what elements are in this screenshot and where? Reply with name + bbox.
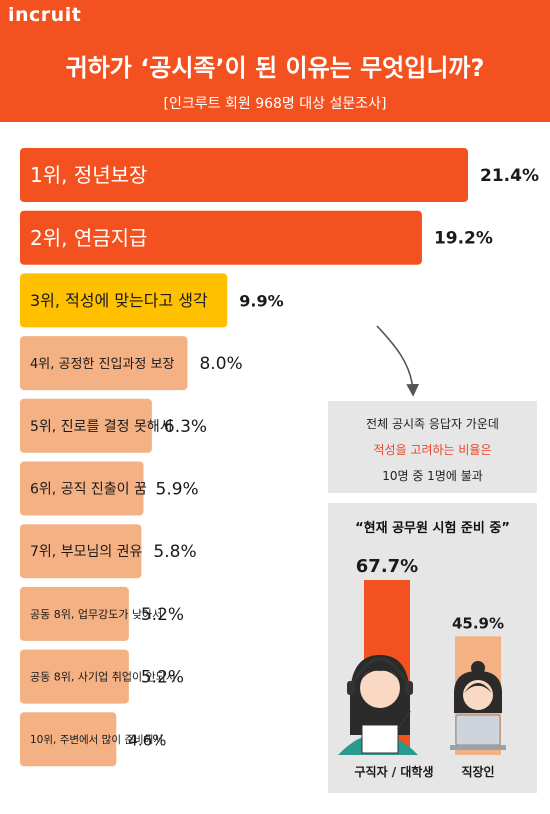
prep-bar-chart: 67.7% 구직자 / 대학생 45.9% 직장인 (338, 556, 506, 779)
bar-label-10: 10위, 주변에서 많이 준비해서 (30, 733, 163, 746)
bar-8 (20, 586, 129, 641)
bar-label-4: 4위, 공정한 진입과정 보장 (30, 357, 174, 372)
bar-9 (20, 649, 129, 704)
bar-4 (20, 336, 188, 391)
student-figure (338, 655, 418, 755)
bar-label-8: 공동 8위, 업무강도가 낮아서 (30, 608, 162, 621)
value-label-8: 5.2% (141, 605, 184, 625)
prep-category-label-1: 구직자 / 대학생 (355, 764, 434, 779)
value-label-3: 9.9% (239, 291, 283, 310)
value-label-10: 4.6% (128, 731, 166, 749)
callout-note: 전체 공시족 응답자 가운데 적성을 고려하는 비율은 10명 중 1명에 불과 (328, 401, 537, 493)
prep-category-label-2: 직장인 (461, 764, 494, 779)
bar-label-1: 1위, 정년보장 (30, 163, 147, 187)
value-label-4: 8.0% (199, 354, 242, 374)
chart-subtitle: [인크루트 회원 968명 대상 설문조사] (163, 96, 387, 112)
note-line-3: 10명 중 1명에 불과 (382, 469, 483, 483)
prep-value-label-2: 45.9% (452, 614, 504, 632)
exam-prep-panel: “현재 공무원 시험 준비 중” 67.7% 구직자 / 대학생 45.9% 직장인 (328, 503, 537, 793)
value-label-5: 6.3% (164, 417, 207, 437)
bar-label-5: 5위, 진로를 결정 못해서 (30, 419, 173, 435)
note-line-1: 전체 공시족 응답자 가운데 (366, 417, 499, 431)
incruit-logo: incruit (8, 4, 82, 26)
callout-arrow (376, 325, 420, 397)
header-banner: incruit 귀하가 ‘공시족’이 된 이유는 무엇입니까? [인크루트 회원… (0, 0, 550, 122)
value-label-1: 21.4% (480, 166, 539, 186)
bar-10 (20, 712, 117, 767)
bar-3 (20, 273, 228, 328)
value-label-6: 5.9% (156, 480, 199, 500)
bar-5 (20, 398, 152, 453)
bar-6 (20, 461, 144, 516)
chart-title: 귀하가 ‘공시족’이 된 이유는 무엇입니까? (65, 54, 485, 82)
bar-2 (20, 210, 422, 265)
value-label-9: 5.2% (141, 668, 184, 688)
prep-panel-title: “현재 공무원 시험 준비 중” (355, 521, 510, 536)
ranking-bars: 1위, 정년보장 21.4% 2위, 연금지급 19.2% 3위, 적성에 맞는다고 생… (20, 148, 539, 767)
bar-7 (20, 524, 142, 579)
bar-label-9: 공동 8위, 사기업 취업이 안되서 (30, 671, 176, 684)
bar-label-7: 7위, 부모님의 권유 (30, 544, 143, 560)
value-label-2: 19.2% (434, 229, 493, 249)
note-line-2: 적성을 고려하는 비율은 (373, 443, 492, 457)
value-label-7: 5.8% (153, 542, 196, 562)
bar-label-3: 3위, 적성에 맞는다고 생각 (30, 291, 208, 310)
worker-figure (450, 661, 506, 750)
bar-label-2: 2위, 연금지급 (30, 226, 147, 250)
bar-label-6: 6위, 공직 진출이 꿈 (30, 482, 147, 498)
prep-value-label-1: 67.7% (356, 556, 418, 577)
bar-1 (20, 148, 468, 202)
